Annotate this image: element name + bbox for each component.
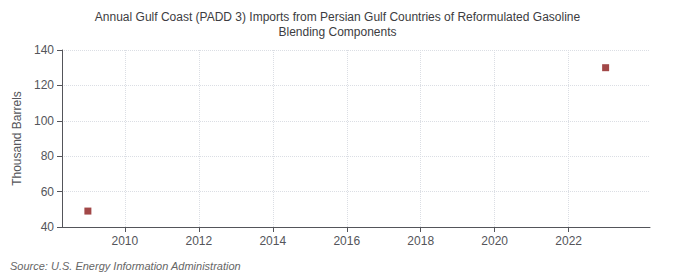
svg-text:Thousand Barrels: Thousand Barrels: [10, 91, 24, 186]
svg-text:2018: 2018: [407, 234, 434, 248]
svg-text:2014: 2014: [259, 234, 286, 248]
svg-text:2016: 2016: [333, 234, 360, 248]
svg-text:2010: 2010: [112, 234, 139, 248]
svg-text:100: 100: [34, 114, 54, 128]
svg-text:2012: 2012: [185, 234, 212, 248]
svg-text:2022: 2022: [555, 234, 582, 248]
svg-text:140: 140: [34, 43, 54, 57]
svg-text:80: 80: [41, 149, 55, 163]
svg-text:Blending Components: Blending Components: [278, 25, 396, 39]
svg-text:Source: U.S. Energy Informatio: Source: U.S. Energy Information Administ…: [10, 260, 241, 272]
svg-text:60: 60: [41, 185, 55, 199]
svg-text:2020: 2020: [481, 234, 508, 248]
svg-text:Annual Gulf Coast (PADD 3) Imp: Annual Gulf Coast (PADD 3) Imports from …: [95, 10, 581, 24]
svg-text:40: 40: [41, 220, 55, 234]
svg-text:120: 120: [34, 78, 54, 92]
